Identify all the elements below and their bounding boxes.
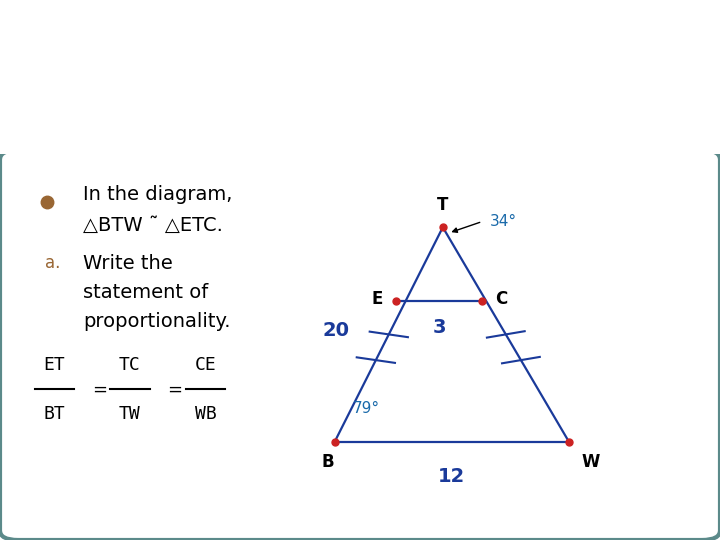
Text: =: = xyxy=(168,380,182,399)
FancyBboxPatch shape xyxy=(0,150,720,540)
Text: BT: BT xyxy=(43,405,66,423)
Text: TC: TC xyxy=(119,356,141,374)
Text: ET: ET xyxy=(43,356,66,374)
Text: CE: CE xyxy=(194,356,217,374)
Text: 12: 12 xyxy=(438,467,465,485)
Text: TW: TW xyxy=(119,405,141,423)
Text: Statements: Statements xyxy=(22,83,212,111)
Text: In the diagram,: In the diagram, xyxy=(83,185,232,204)
Text: C: C xyxy=(495,289,508,308)
Text: proportionality.: proportionality. xyxy=(83,312,230,331)
Text: a.: a. xyxy=(45,254,60,272)
Text: =: = xyxy=(92,380,107,399)
Text: Ex. 1:  Writing Proportionality: Ex. 1: Writing Proportionality xyxy=(22,18,514,46)
Text: Write the: Write the xyxy=(83,254,173,273)
Text: E: E xyxy=(372,289,383,308)
Text: W: W xyxy=(582,453,600,471)
Text: 34°: 34° xyxy=(490,214,517,229)
Text: 3: 3 xyxy=(433,318,446,337)
Text: 20: 20 xyxy=(323,321,349,340)
Text: statement of: statement of xyxy=(83,284,208,302)
Text: T: T xyxy=(437,195,449,214)
Text: WB: WB xyxy=(194,405,217,423)
Text: 79°: 79° xyxy=(353,401,380,416)
Text: B: B xyxy=(321,453,334,471)
Text: △BTW ˜ △ETC.: △BTW ˜ △ETC. xyxy=(83,215,222,235)
